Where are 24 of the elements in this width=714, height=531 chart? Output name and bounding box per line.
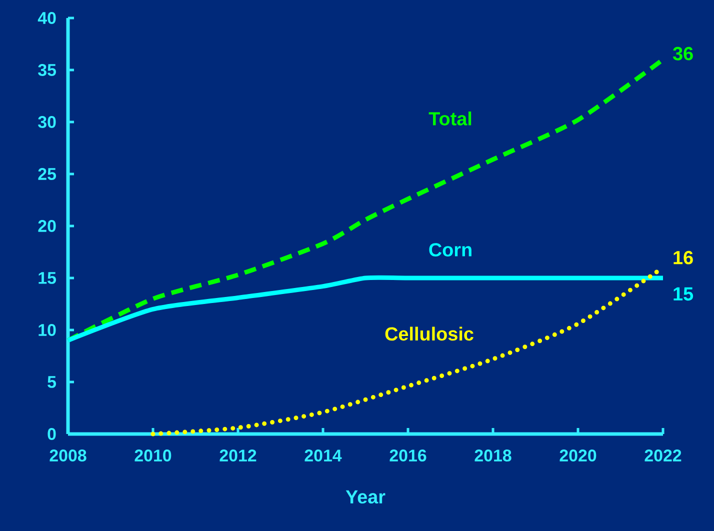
y-tick-label: 40	[38, 12, 56, 24]
series-label: Corn	[429, 243, 472, 256]
x-tick-label: 2008	[50, 450, 86, 462]
y-tick-label: 5	[48, 376, 56, 388]
text: Total	[428, 112, 472, 126]
y-tick-label: 25	[38, 168, 56, 180]
x-tick-label: 2010	[134, 450, 172, 462]
y-tick-label: 35	[38, 64, 56, 76]
data-label: 15	[674, 287, 694, 301]
x-tick-label: 2020	[560, 450, 596, 462]
data-label: 16	[674, 250, 693, 264]
x-axis-title: Year	[346, 490, 386, 504]
x-tick-label: 2018	[474, 450, 512, 462]
series-label: Cellulosic	[385, 326, 474, 341]
x-tick-label: 2022	[644, 450, 682, 462]
x-tick-label: 2014	[304, 450, 342, 462]
y-tick-label: 10	[38, 324, 56, 336]
data-label: 36	[672, 46, 693, 60]
x-tick-label: 2016	[390, 450, 426, 462]
y-tick-label: 15	[38, 272, 56, 284]
y-tick-label: 20	[38, 220, 56, 232]
y-tick-label: 30	[38, 116, 56, 128]
y-tick-label: 0	[48, 428, 56, 440]
x-tick-label: 2012	[220, 450, 256, 462]
